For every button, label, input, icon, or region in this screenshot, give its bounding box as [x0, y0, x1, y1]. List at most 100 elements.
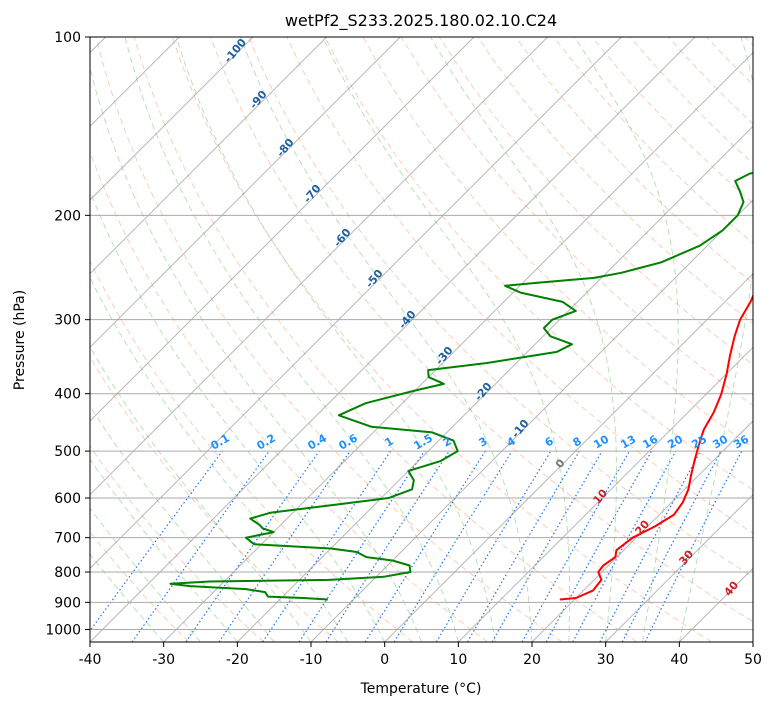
dry-adiabats [90, 37, 753, 642]
x-tick-label: 50 [744, 652, 762, 668]
y-tick-label: 1000 [45, 622, 81, 638]
isotherm [90, 37, 475, 422]
dry-adiabat [90, 356, 339, 642]
dry-adiabat [90, 259, 414, 642]
moist-adiabat [678, 37, 753, 642]
dry-adiabat [171, 37, 712, 642]
mixing-ratio-label: 0.4 [306, 431, 330, 452]
isotherm [163, 51, 753, 642]
plot-area: -100-90-80-70-60-50-40-30-20-100.1 0.2 0.4… [90, 36, 753, 642]
dry-adiabat [324, 37, 753, 491]
mixing-ratio-line [521, 450, 631, 642]
isotherm [90, 37, 254, 201]
x-tick-label: -30 [152, 652, 175, 668]
mixing-ratio-label: 3 [477, 435, 490, 450]
mixing-ratio-line [298, 450, 425, 642]
isotherm [90, 37, 401, 349]
moist-adiabat [90, 458, 238, 642]
x-tick-label: 30 [597, 652, 615, 668]
y-tick-label: 600 [54, 491, 81, 507]
dry-adiabat [90, 445, 264, 642]
moist-adiabat-label: 10 [590, 486, 610, 506]
moist-adiabat [574, 37, 679, 642]
x-tick-label: 20 [523, 652, 541, 668]
temperature-profile [559, 293, 753, 601]
moist-adiabat-label: 20 [632, 517, 652, 537]
moist-adiabat-label: 0 [553, 456, 568, 470]
mixing-ratio-label: 0.2 [255, 432, 278, 453]
moist-adiabat [90, 345, 312, 642]
x-tick-label: -10 [300, 652, 323, 668]
moist-adiabat [90, 189, 386, 642]
dry-adiabat [515, 37, 753, 284]
moist-adiabat [90, 276, 349, 642]
mixing-ratio-line [90, 450, 223, 632]
pressure-gridlines [90, 37, 753, 630]
dry-adiabat [133, 37, 638, 642]
mixing-ratio-lines [90, 450, 743, 642]
moist-adiabat [430, 37, 617, 642]
isotherm [90, 37, 328, 275]
dry-adiabat-label: -20 [472, 380, 495, 404]
plot-frame [89, 36, 754, 643]
x-tick-label: 10 [449, 652, 467, 668]
y-tick-label: 400 [54, 387, 81, 403]
mixing-ratio-line [435, 450, 552, 642]
mixing-ratio-line [599, 450, 702, 642]
moist-adiabat-label: 30 [676, 547, 696, 567]
dry-adiabat [744, 37, 753, 47]
isotherm [236, 125, 753, 642]
dry-adiabat-label: -50 [363, 267, 386, 291]
dry-adiabat [248, 37, 753, 578]
x-tick-label: 40 [670, 652, 688, 668]
dry-adiabat-label: -60 [331, 226, 354, 250]
mixing-ratio-line [325, 450, 450, 642]
isotherm [310, 199, 753, 642]
moist-adiabat [90, 405, 275, 642]
mixing-ratio-label: 36 [731, 432, 751, 451]
moist-adiabat [124, 37, 459, 642]
x-tick-label: -40 [79, 652, 102, 668]
dry-adiabat [90, 150, 488, 642]
dry-adiabat-label: -30 [433, 344, 456, 368]
mixing-ratio-label: 25 [689, 433, 709, 452]
moist-adiabat [90, 553, 165, 642]
dry-adiabat [210, 37, 753, 623]
mixing-ratio-line [466, 450, 580, 642]
dry-adiabat-label: -100 [221, 36, 249, 66]
y-tick-label: 200 [54, 208, 81, 224]
mixing-ratio-line [393, 450, 513, 642]
isotherm [457, 346, 753, 642]
mixing-ratio-line [545, 450, 653, 642]
isotherms [90, 37, 753, 642]
moist-adiabat [322, 37, 571, 642]
y-tick-label: 300 [54, 313, 81, 329]
dry-adiabat [90, 531, 190, 642]
isotherm [90, 37, 622, 570]
y-tick-label: 700 [54, 531, 81, 547]
mixing-ratio-line [131, 450, 270, 642]
dry-adiabat [706, 37, 753, 86]
mixing-ratio-line [185, 450, 320, 642]
y-tick-label: 500 [54, 444, 81, 460]
y-tick-label: 100 [54, 30, 81, 46]
mixing-ratio-label: 1.5 [412, 432, 435, 453]
mixing-ratio-label: 20 [665, 432, 685, 451]
axis-ticks: -40 -30 -20 -10 0 10 20 30 40 5010020030040050060… [45, 30, 762, 668]
dry-adiabat-label: -90 [247, 88, 270, 112]
mixing-ratio-line [644, 450, 743, 642]
isotherm [90, 37, 696, 642]
isotherm [90, 37, 549, 496]
dry-adiabat [553, 37, 753, 244]
y-tick-label: 800 [54, 565, 81, 581]
chart-title: wetPf2_S233.2025.180.02.10.C24 [285, 11, 557, 31]
moist-adiabats [90, 37, 753, 642]
dry-adiabat-label: -70 [301, 182, 324, 206]
moist-adiabat [239, 37, 533, 642]
dry-adiabat [286, 37, 753, 534]
dewpoint-profile [169, 171, 753, 601]
line-labels: -100-90-80-70-60-50-40-30-20-100.1 0.2 0.4… [209, 36, 752, 599]
profiles [169, 171, 753, 601]
isotherm [752, 641, 753, 642]
